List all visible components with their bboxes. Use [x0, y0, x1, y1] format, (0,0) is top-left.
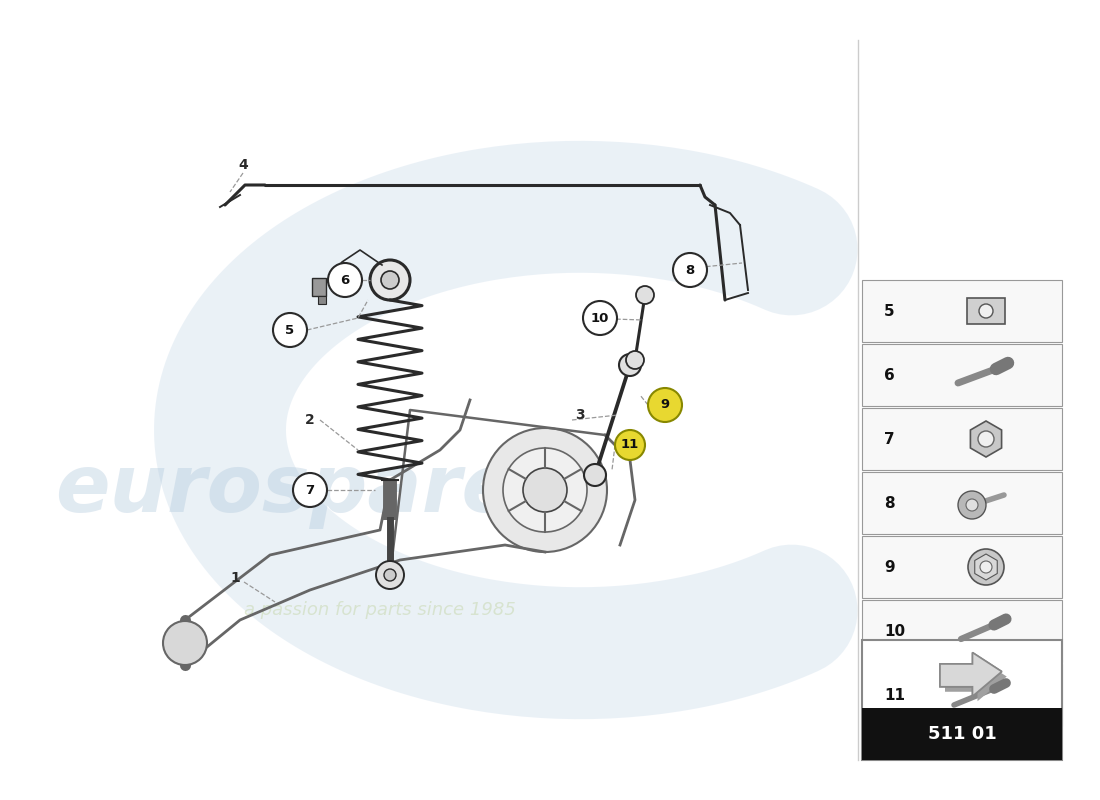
Circle shape: [163, 621, 207, 665]
Text: 11: 11: [620, 438, 639, 451]
Text: 6: 6: [340, 274, 350, 286]
Bar: [862, 708, 1062, 760]
Circle shape: [626, 351, 644, 369]
Circle shape: [978, 431, 994, 447]
Circle shape: [503, 448, 587, 532]
Circle shape: [584, 464, 606, 486]
Circle shape: [384, 569, 396, 581]
Text: 7: 7: [306, 483, 315, 497]
Circle shape: [968, 549, 1004, 585]
Circle shape: [522, 468, 566, 512]
Text: 8: 8: [884, 495, 894, 510]
Bar: [318, 296, 326, 304]
Text: 11: 11: [884, 687, 905, 702]
Polygon shape: [945, 658, 1006, 702]
Circle shape: [619, 354, 641, 376]
Text: 4: 4: [238, 158, 248, 172]
Text: 6: 6: [884, 367, 894, 382]
Text: 10: 10: [591, 311, 609, 325]
Text: 9: 9: [884, 559, 894, 574]
Bar: [312, 278, 326, 296]
Text: eurospares: eurospares: [55, 451, 564, 529]
Circle shape: [370, 260, 410, 300]
Circle shape: [615, 430, 645, 460]
Bar: [862, 472, 1062, 534]
Text: 8: 8: [685, 263, 694, 277]
Bar: [862, 344, 1062, 406]
Circle shape: [583, 301, 617, 335]
Polygon shape: [940, 653, 1002, 696]
Bar: [967, 298, 1005, 324]
Text: 511 01: 511 01: [927, 725, 997, 743]
Circle shape: [673, 253, 707, 287]
Circle shape: [966, 499, 978, 511]
Circle shape: [636, 286, 654, 304]
Circle shape: [648, 388, 682, 422]
Circle shape: [381, 271, 399, 289]
Circle shape: [293, 473, 327, 507]
Text: 5: 5: [285, 323, 295, 337]
Text: 3: 3: [575, 408, 585, 422]
Polygon shape: [940, 653, 1002, 696]
Bar: [862, 664, 1062, 726]
Bar: [862, 408, 1062, 470]
Bar: [862, 536, 1062, 598]
Circle shape: [376, 561, 404, 589]
Text: 1: 1: [230, 571, 240, 585]
Circle shape: [273, 313, 307, 347]
Text: 10: 10: [884, 623, 905, 638]
Text: 7: 7: [884, 431, 894, 446]
Bar: [862, 600, 1062, 662]
Circle shape: [979, 304, 993, 318]
Circle shape: [328, 263, 362, 297]
Polygon shape: [970, 421, 1002, 457]
Text: 2: 2: [305, 413, 315, 427]
Text: 5: 5: [884, 303, 894, 318]
Polygon shape: [975, 554, 998, 580]
Circle shape: [958, 491, 986, 519]
Text: 9: 9: [660, 398, 670, 411]
Circle shape: [483, 428, 607, 552]
Text: a passion for parts since 1985: a passion for parts since 1985: [244, 601, 516, 619]
Bar: [862, 640, 1062, 760]
Circle shape: [980, 561, 992, 573]
Bar: [862, 280, 1062, 342]
